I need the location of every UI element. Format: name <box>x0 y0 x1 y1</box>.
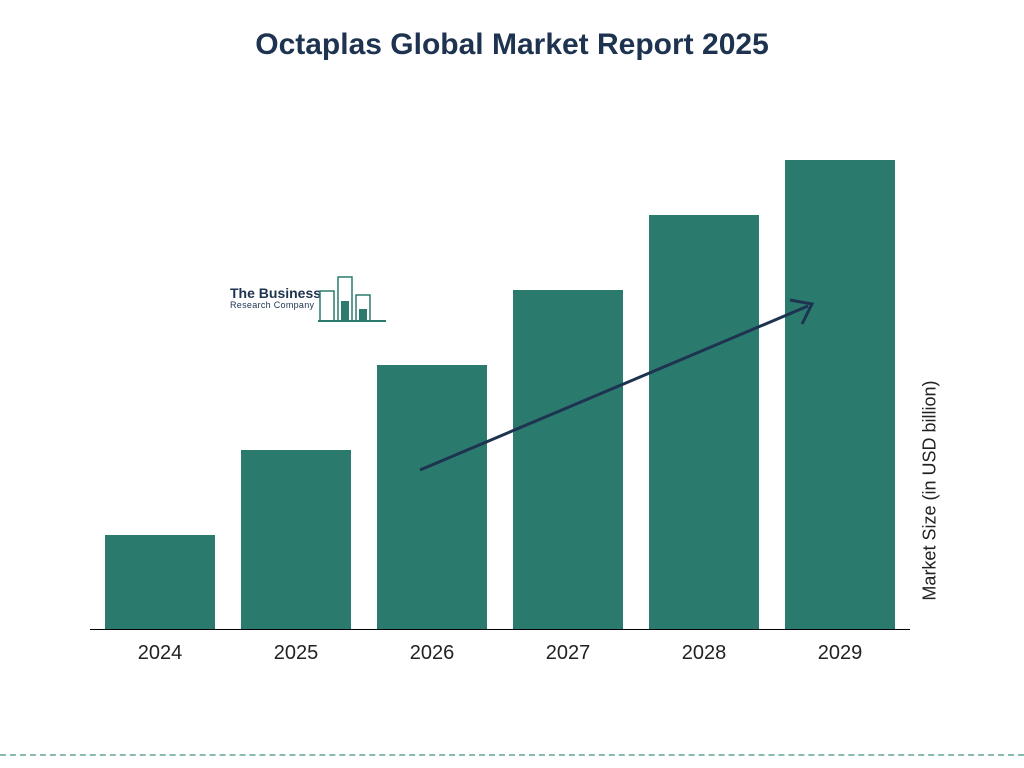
bar-slot: 2028 <box>644 215 764 630</box>
bar-label: 2029 <box>818 642 863 665</box>
chart-container: The Business Research Company 2024202520… <box>90 130 910 670</box>
bar <box>377 365 487 630</box>
bar-slot: 2024 <box>100 535 220 630</box>
bar-slot: 2027 <box>508 290 628 630</box>
y-axis-label: Market Size (in USD billion) <box>920 381 941 601</box>
bar-label: 2026 <box>410 642 455 665</box>
footer-dashed-line <box>0 754 1024 756</box>
bar-label: 2024 <box>138 642 183 665</box>
bar-slot: 2026 <box>372 365 492 630</box>
bar <box>513 290 623 630</box>
bar <box>105 535 215 630</box>
bar-slot: 2025 <box>236 450 356 630</box>
x-axis-line <box>90 629 910 630</box>
bar <box>649 215 759 630</box>
bar <box>241 450 351 630</box>
bar-label: 2028 <box>682 642 727 665</box>
bar-label: 2025 <box>274 642 319 665</box>
bars-group: 202420252026202720282029 <box>90 130 910 630</box>
bar-slot: 2029 <box>780 160 900 630</box>
bar-label: 2027 <box>546 642 591 665</box>
page-title: Octaplas Global Market Report 2025 <box>0 0 1024 62</box>
bar <box>785 160 895 630</box>
